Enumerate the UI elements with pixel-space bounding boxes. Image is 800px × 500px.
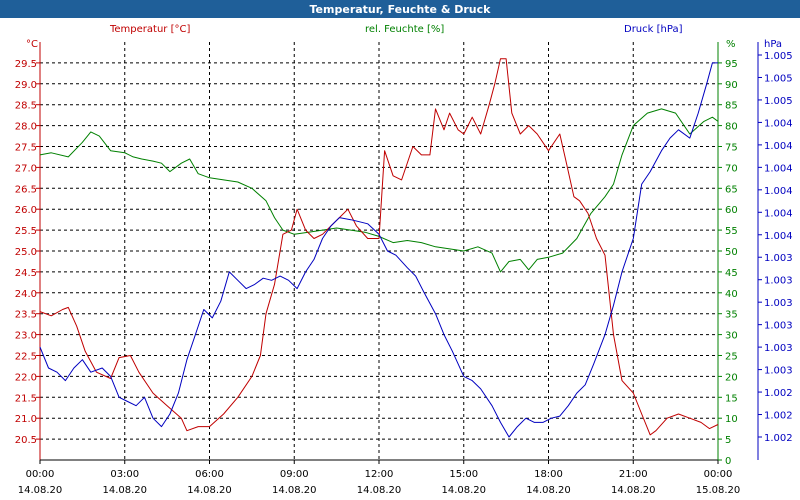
x-tick-date: 14.08.20 [611,485,656,496]
temperature-tick-label: 22.5 [15,352,37,363]
x-tick-date: 14.08.20 [102,485,147,496]
humidity-tick-label: 90 [725,80,738,91]
x-tick-date: 14.08.20 [187,485,232,496]
x-tick-date: 14.08.20 [272,485,317,496]
temperature-tick-label: 24.0 [15,289,37,300]
humidity-axis-title: rel. Feuchte [%] [365,24,445,35]
pressure-tick-label: 1.002 [764,433,793,444]
temperature-tick-label: 27.0 [15,163,37,174]
pressure-tick-label: 1.005 [764,96,793,107]
x-tick-time: 06:00 [195,469,224,480]
pressure-tick-label: 1.003 [764,366,793,377]
humidity-tick-label: 35 [725,310,738,321]
window-title: Temperatur, Feuchte & Druck [309,2,491,16]
temperature-tick-label: 25.5 [15,226,37,237]
temperature-tick-label: 22.0 [15,372,37,383]
temperature-tick-label: 26.0 [15,205,37,216]
x-tick-time: 00:00 [26,469,55,480]
x-tick-date: 15.08.20 [696,485,741,496]
x-tick-date: 14.08.20 [526,485,571,496]
window-title-bar: Temperatur, Feuchte & Druck [0,0,800,18]
humidity-tick-label: 25 [725,352,738,363]
humidity-tick-label: 65 [725,184,738,195]
x-tick-date: 14.08.20 [18,485,63,496]
humidity-tick-label: 20 [725,372,738,383]
temperature-tick-label: 29.0 [15,80,37,91]
humidity-tick-label: 30 [725,331,738,342]
pressure-tick-label: 1.003 [764,343,793,354]
humidity-tick-label: 0 [725,456,731,467]
humidity-tick-label: 80 [725,122,738,133]
humidity-tick-label: 5 [725,435,731,446]
pressure-tick-label: 1.004 [764,141,793,152]
temperature-tick-label: 28.5 [15,101,37,112]
humidity-tick-label: 60 [725,205,738,216]
pressure-tick-label: 1.002 [764,411,793,422]
pressure-tick-label: 1.004 [764,186,793,197]
x-tick-date: 14.08.20 [357,485,402,496]
x-tick-time: 15:00 [449,469,478,480]
pressure-tick-label: 1.005 [764,73,793,84]
humidity-line [39,108,719,273]
humidity-unit-label: % [726,39,736,50]
humidity-tick-label: 55 [725,226,738,237]
pressure-axis-title: Druck [hPa] [624,24,683,35]
pressure-tick-label: 1.004 [764,163,793,174]
pressure-tick-label: 1.003 [764,298,793,309]
temperature-tick-label: 24.5 [15,268,37,279]
humidity-tick-label: 70 [725,163,738,174]
temperature-tick-label: 27.5 [15,143,37,154]
temperature-unit-label: °C [26,39,38,50]
humidity-tick-label: 15 [725,393,738,404]
pressure-unit-label: hPa [764,39,783,50]
pressure-tick-label: 1.002 [764,388,793,399]
pressure-tick-label: 1.005 [764,51,793,62]
pressure-tick-label: 1.004 [764,208,793,219]
temperature-tick-label: 25.0 [15,247,37,258]
pressure-tick-label: 1.004 [764,118,793,129]
temperature-line [39,58,719,436]
humidity-tick-label: 95 [725,59,738,70]
temperature-tick-label: 21.5 [15,393,37,404]
temperature-tick-label: 26.5 [15,184,37,195]
pressure-tick-label: 1.003 [764,321,793,332]
x-tick-time: 00:00 [704,469,733,480]
humidity-tick-label: 50 [725,247,738,258]
pressure-line [39,62,718,438]
temperature-tick-label: 21.0 [15,414,37,425]
humidity-tick-label: 10 [725,414,738,425]
humidity-tick-label: 75 [725,143,738,154]
x-tick-time: 12:00 [365,469,394,480]
temperature-tick-label: 28.0 [15,122,37,133]
temperature-tick-label: 23.5 [15,310,37,321]
x-tick-time: 03:00 [110,469,139,480]
temperature-tick-label: 23.0 [15,331,37,342]
humidity-tick-label: 45 [725,268,738,279]
humidity-tick-label: 40 [725,289,738,300]
temperature-axis-title: Temperatur [°C] [110,24,191,35]
temperature-tick-label: 20.5 [15,435,37,446]
x-tick-date: 14.08.20 [441,485,486,496]
pressure-tick-label: 1.003 [764,276,793,287]
pressure-tick-label: 1.003 [764,253,793,264]
x-tick-time: 09:00 [280,469,309,480]
x-tick-time: 18:00 [534,469,563,480]
pressure-tick-label: 1.004 [764,231,793,242]
x-tick-time: 21:00 [619,469,648,480]
temperature-tick-label: 29.5 [15,59,37,70]
humidity-tick-label: 85 [725,101,738,112]
